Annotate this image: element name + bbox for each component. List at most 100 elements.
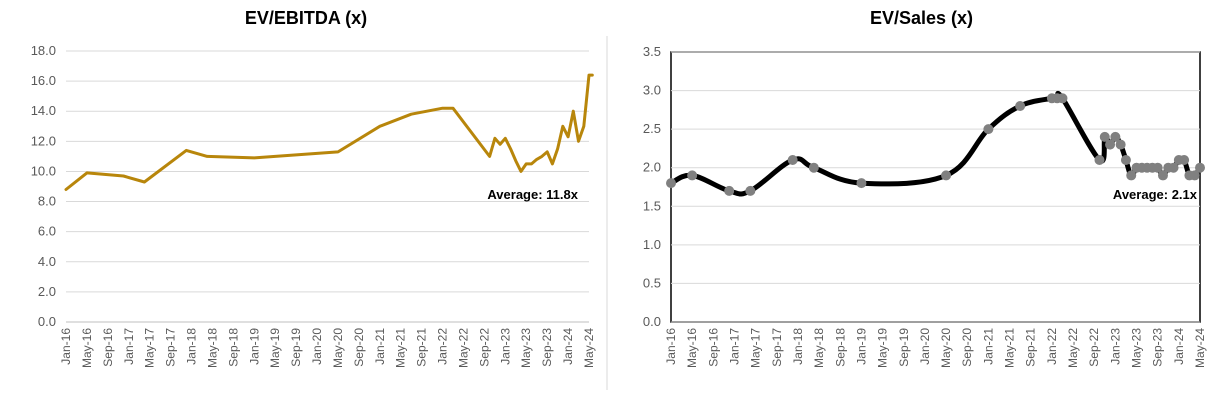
y-tick-label: 2.0 <box>643 160 661 175</box>
data-point <box>687 170 698 181</box>
x-tick-label: Jan-22 <box>1045 328 1059 365</box>
y-tick-label: 0.5 <box>643 275 661 290</box>
x-tick-label: Jan-20 <box>918 328 932 365</box>
y-tick-label: 3.0 <box>643 83 661 98</box>
x-tick-label: Jan-16 <box>664 328 678 365</box>
x-tick-label: Jan-21 <box>981 328 995 365</box>
x-tick-label: Jan-21 <box>373 328 387 365</box>
ev-sales-chart: 0.0 0.5 1.0 1.5 2.0 2.5 3.0 3.5 Jan-16 May-16 Sep-… <box>643 44 1207 368</box>
ev-ebitda-chart-panel: EV/EBITDA (x) 0.0 2.0 4.0 6.0 8.0 10.0 12.0 14.… <box>0 0 612 400</box>
x-tick-label: May-22 <box>456 328 470 368</box>
x-tick-label: Sep-18 <box>226 328 240 367</box>
x-tick-label: May-16 <box>685 328 699 368</box>
x-tick-label: Sep-20 <box>352 328 366 367</box>
data-point <box>1120 155 1131 165</box>
average-annotation: Average: 11.8x <box>487 187 578 202</box>
x-tick-label: Jan-24 <box>561 328 575 365</box>
ev-ebitda-chart: 0.0 2.0 4.0 6.0 8.0 10.0 12.0 14.0 16.0 18.0 Jan-1… <box>31 36 608 390</box>
y-tick-label: 12.0 <box>31 133 56 148</box>
y-tick-label: 0.0 <box>643 314 661 329</box>
data-point <box>1105 139 1116 150</box>
series-line <box>64 73 594 191</box>
data-point <box>1168 162 1179 173</box>
data-point <box>1157 170 1168 181</box>
data-point <box>1057 93 1068 104</box>
data-point <box>1115 139 1126 150</box>
data-point <box>1094 155 1105 165</box>
x-tick-label: Sep-18 <box>833 328 847 367</box>
x-tick-label: May-24 <box>582 328 596 368</box>
x-tick-label: Sep-16 <box>101 328 115 367</box>
data-point <box>1179 155 1190 165</box>
y-tick-label: 1.0 <box>643 237 661 252</box>
average-annotation: Average: 2.1x <box>1113 187 1198 202</box>
x-tick-label: Sep-17 <box>164 328 178 367</box>
x-tick-label: May-22 <box>1066 328 1080 368</box>
x-tick-label: Jan-24 <box>1172 328 1186 365</box>
x-tick-label: May-18 <box>812 328 826 368</box>
x-tick-label: Jan-19 <box>854 328 868 365</box>
x-tick-label: Sep-19 <box>289 328 303 367</box>
y-tick-label: 8.0 <box>38 194 56 209</box>
x-tick-label: Jan-23 <box>498 328 512 365</box>
x-tick-label: May-20 <box>939 328 953 368</box>
data-point <box>856 178 867 189</box>
x-tick-label: May-17 <box>749 328 763 368</box>
x-tick-label: Jan-23 <box>1108 328 1122 365</box>
ev-sales-chart-panel: EV/Sales (x) 0.0 0.5 1.0 1.5 2.0 2.5 3.0 3.5 Jan… <box>612 0 1231 400</box>
x-tick-label: Jan-18 <box>791 328 805 365</box>
x-tick-label: Sep-22 <box>477 328 491 367</box>
data-point <box>745 185 756 196</box>
x-tick-label: May-16 <box>80 328 94 368</box>
y-tick-label: 4.0 <box>38 254 56 269</box>
x-tick-label: May-18 <box>205 328 219 368</box>
data-point <box>1015 101 1026 111</box>
y-tick-label: 14.0 <box>31 103 56 118</box>
data-point <box>941 170 952 181</box>
x-tick-label: May-21 <box>1003 328 1017 368</box>
x-tick-label: Sep-16 <box>706 328 720 367</box>
x-tick-label: May-19 <box>876 328 890 368</box>
x-tick-label: Sep-21 <box>415 328 429 367</box>
x-tick-label: Sep-22 <box>1087 328 1101 367</box>
data-point <box>787 155 798 165</box>
data-point <box>666 178 676 189</box>
data-point <box>1099 131 1110 142</box>
data-point <box>1152 162 1163 173</box>
x-tick-label: May-20 <box>331 328 345 368</box>
x-tick-label: Jan-19 <box>247 328 261 365</box>
ev-ebitda-chart-title: EV/EBITDA (x) <box>244 8 368 28</box>
x-tick-label: Jan-20 <box>310 328 324 365</box>
x-tick-label: Sep-19 <box>897 328 911 367</box>
x-tick-label: Jan-18 <box>185 328 199 365</box>
x-tick-label: May-24 <box>1193 328 1207 368</box>
data-point <box>983 124 994 135</box>
y-tick-label: 10.0 <box>31 163 56 178</box>
data-point <box>1195 162 1205 173</box>
x-tick-label: May-19 <box>268 328 282 368</box>
data-point <box>808 162 819 173</box>
y-tick-label: 0.0 <box>38 314 56 329</box>
y-tick-label: 6.0 <box>38 224 56 239</box>
y-tick-label: 18.0 <box>31 43 56 58</box>
y-tick-label: 2.5 <box>643 121 661 136</box>
y-tick-label: 16.0 <box>31 73 56 88</box>
data-point <box>1189 170 1200 181</box>
x-tick-label: May-21 <box>394 328 408 368</box>
x-tick-label: May-23 <box>1130 328 1144 368</box>
x-tick-label: Jan-17 <box>122 328 136 365</box>
x-tick-label: Sep-23 <box>540 328 554 367</box>
data-point <box>724 185 735 196</box>
x-tick-label: May-17 <box>143 328 157 368</box>
x-tick-label: Jan-22 <box>436 328 450 365</box>
data-point <box>1126 170 1137 181</box>
y-tick-label: 2.0 <box>38 284 56 299</box>
y-tick-label: 1.5 <box>643 198 661 213</box>
x-tick-label: Sep-23 <box>1151 328 1165 367</box>
data-point <box>1110 131 1121 142</box>
x-tick-label: May-23 <box>519 328 533 368</box>
x-tick-label: Sep-21 <box>1024 328 1038 367</box>
y-tick-label: 3.5 <box>643 44 661 59</box>
x-tick-label: Sep-17 <box>770 328 784 367</box>
ev-sales-chart-title: EV/Sales (x) <box>869 8 974 28</box>
